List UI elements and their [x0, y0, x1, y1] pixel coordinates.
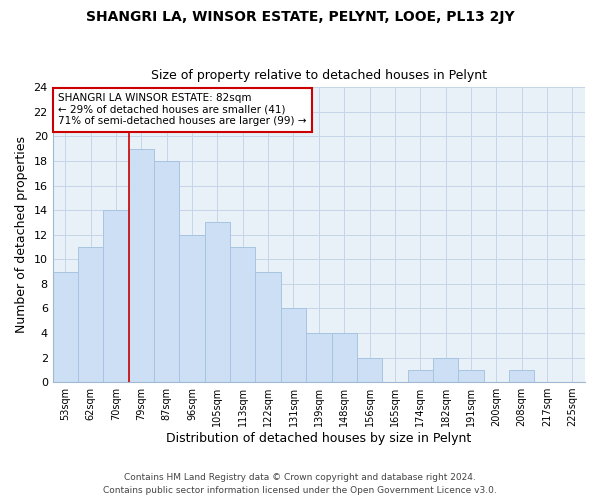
Y-axis label: Number of detached properties: Number of detached properties	[15, 136, 28, 333]
Bar	[154, 161, 179, 382]
Bar	[53, 272, 78, 382]
Bar	[281, 308, 306, 382]
Bar	[205, 222, 230, 382]
X-axis label: Distribution of detached houses by size in Pelynt: Distribution of detached houses by size …	[166, 432, 472, 445]
Bar	[332, 333, 357, 382]
Bar	[407, 370, 433, 382]
Title: Size of property relative to detached houses in Pelynt: Size of property relative to detached ho…	[151, 69, 487, 82]
Bar	[78, 247, 103, 382]
Text: SHANGRI LA WINSOR ESTATE: 82sqm
← 29% of detached houses are smaller (41)
71% of: SHANGRI LA WINSOR ESTATE: 82sqm ← 29% of…	[58, 93, 307, 126]
Text: SHANGRI LA, WINSOR ESTATE, PELYNT, LOOE, PL13 2JY: SHANGRI LA, WINSOR ESTATE, PELYNT, LOOE,…	[86, 10, 514, 24]
Bar	[458, 370, 484, 382]
Text: Contains HM Land Registry data © Crown copyright and database right 2024.
Contai: Contains HM Land Registry data © Crown c…	[103, 473, 497, 495]
Bar	[230, 247, 256, 382]
Bar	[306, 333, 332, 382]
Bar	[357, 358, 382, 382]
Bar	[103, 210, 129, 382]
Bar	[256, 272, 281, 382]
Bar	[433, 358, 458, 382]
Bar	[129, 148, 154, 382]
Bar	[509, 370, 535, 382]
Bar	[179, 234, 205, 382]
